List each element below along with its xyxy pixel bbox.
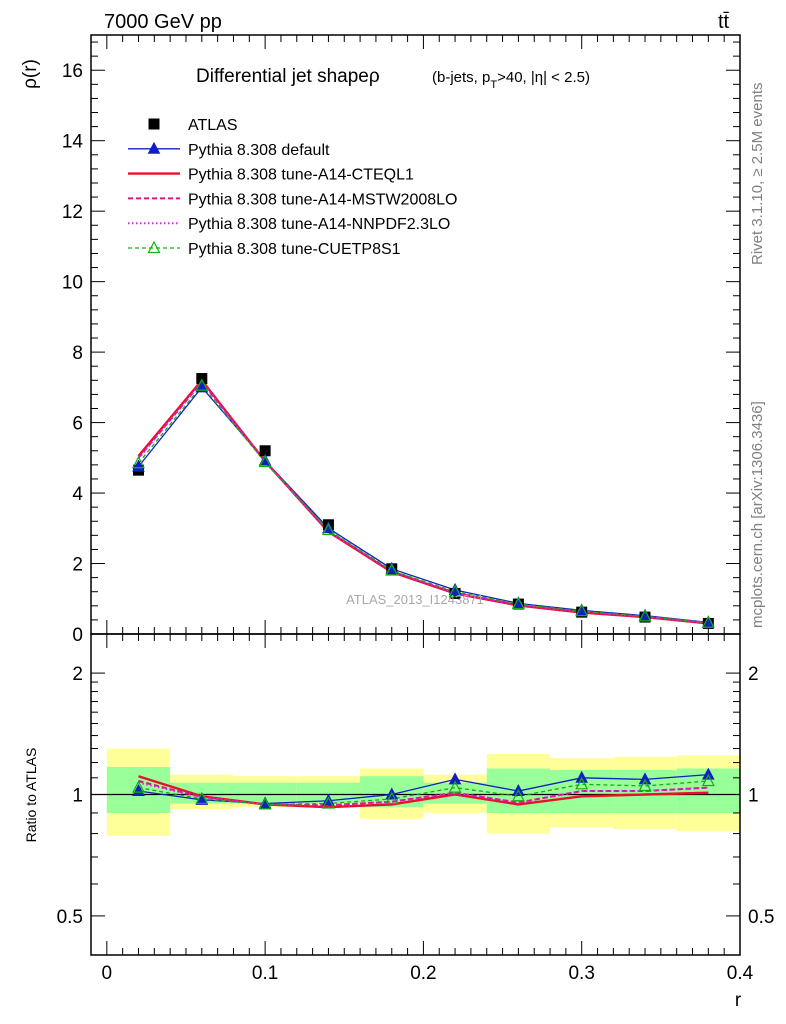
rivet-label: Rivet 3.1.10, ≥ 2.5M events	[749, 83, 766, 266]
band-inner	[423, 782, 487, 804]
point-data	[259, 445, 271, 457]
main-ytick-label: 12	[62, 202, 83, 223]
main-ytick-label: 6	[72, 414, 83, 435]
legend-label-cteql1: Pythia 8.308 tune-A14-CTEQL1	[188, 167, 414, 184]
legend-label-mstw: Pythia 8.308 tune-A14-MSTW2008LO	[188, 191, 457, 208]
main-ytick-label: 14	[62, 132, 84, 153]
main-ytick-label: 10	[62, 273, 83, 294]
point-cuetp8s1	[385, 563, 399, 576]
ratio-line-cuetp8s1	[138, 780, 709, 806]
ratio-point-cuetp8s1	[131, 780, 145, 793]
ratio-ylabel: Ratio to ATLAS	[23, 748, 39, 843]
legend: ATLAS Pythia 8.308 default Pythia 8.308 tu…	[128, 117, 457, 258]
ratio-ytick-label-right: 2	[748, 664, 759, 685]
legend-label-data: ATLAS	[188, 117, 238, 134]
main-ylabel: ρ(r)	[20, 59, 41, 89]
series-line-cuetp8s1	[137, 384, 709, 624]
ratio-xtick-label: 0.4	[727, 963, 754, 984]
point-cuetp8s1	[195, 378, 209, 391]
series-line-mstw	[137, 380, 709, 625]
ratio-ytick-label: 0.5	[57, 907, 83, 928]
legend-label-nnpdf: Pythia 8.308 tune-A14-NNPDF2.3LO	[188, 216, 450, 233]
ratio-point-cuetp8s1	[638, 778, 652, 792]
point-cuetp8s1	[511, 596, 525, 610]
ratio-xtick-label: 0.1	[252, 963, 278, 984]
main-ytick-label: 0	[72, 625, 83, 646]
ratio-point-default	[132, 783, 145, 797]
mcplots-label: mcplots.cern.ch [arXiv:1306.3436]	[749, 401, 766, 628]
main-ytick-label: 4	[72, 484, 83, 505]
point-cuetp8s1	[131, 455, 145, 469]
point-default	[195, 380, 209, 393]
band-inner	[296, 782, 361, 804]
series-line-default	[137, 386, 709, 624]
main-plot: 0 2 4 6 8 10 12 14 16 Differential jet shapeρ (b…	[20, 34, 741, 646]
watermark: ATLAS_2013_I1243871	[346, 592, 484, 607]
ratio-point-cuetp8s1	[575, 777, 589, 790]
ratio-point-cuetp8s1	[258, 797, 272, 810]
main-title-text: Differential jet shapeρ	[196, 66, 380, 87]
band-inner	[233, 782, 297, 804]
legend-marker-data	[148, 118, 160, 130]
main-ytick-label: 2	[72, 555, 83, 576]
legend-marker-default	[147, 141, 161, 154]
main-title-sub: (b-jets, pT>40, |η| < 2.5)	[432, 69, 590, 91]
ratio-plot: 0.5 0.5 1 1 2 2 0 0.1 0.2 0.3 0.4 Ratio to ATLAS r	[23, 633, 774, 1011]
ratio-point-cuetp8s1	[385, 791, 399, 805]
ratio-point-cuetp8s1	[701, 773, 715, 787]
ratio-point-cuetp8s1	[511, 788, 525, 802]
ratio-ytick-label: 2	[72, 664, 83, 685]
process-label: tt̄	[718, 11, 730, 33]
ratio-ytick-label: 1	[72, 786, 83, 807]
series-line-cteql1	[137, 378, 709, 625]
ratio-xlabel: r	[735, 990, 742, 1011]
point-cuetp8s1	[258, 454, 272, 468]
ratio-marks: 0.5 0.5 1 1 2 2 0 0.1 0.2 0.3 0.4	[57, 633, 774, 984]
ratio-point-cuetp8s1	[321, 796, 335, 809]
ratio-point-default	[638, 772, 652, 785]
ratio-point-default	[448, 772, 462, 785]
legend-marker-cuetp8s1	[147, 240, 161, 254]
point-cuetp8s1	[575, 603, 589, 617]
main-title: Differential jet shapeρ	[196, 66, 380, 87]
legend-label-cuetp8s1: Pythia 8.308 tune-CUETP8S1	[188, 241, 401, 258]
ratio-ytick-label-right: 1	[748, 786, 759, 807]
point-cuetp8s1	[638, 609, 652, 622]
main-marks: 0 2 4 6 8 10 12 14 16	[62, 34, 741, 646]
ratio-ytick-label-right: 0.5	[748, 907, 774, 928]
legend-label-default: Pythia 8.308 default	[188, 142, 330, 159]
energy-label: 7000 GeV pp	[104, 11, 222, 33]
ratio-point-cuetp8s1	[195, 791, 209, 805]
ratio-xtick-label: 0.2	[410, 963, 436, 984]
point-default	[132, 459, 145, 472]
point-cuetp8s1	[321, 522, 335, 536]
main-ytick-label: 16	[62, 61, 83, 82]
ratio-xtick-label: 0.3	[568, 963, 594, 984]
ratio-xtick-label: 0	[102, 963, 113, 984]
main-ytick-label: 8	[72, 343, 83, 364]
point-cuetp8s1	[448, 584, 462, 597]
ratio-line-nnpdf	[138, 781, 709, 807]
ratio-point-cuetp8s1	[448, 780, 462, 793]
point-cuetp8s1	[701, 615, 715, 628]
series-line-nnpdf	[137, 380, 709, 625]
